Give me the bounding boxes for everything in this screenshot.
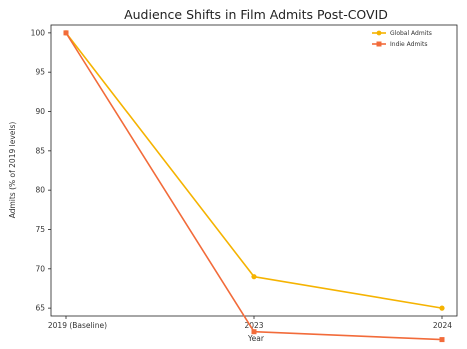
- y-tick-label: 65: [35, 304, 45, 313]
- x-axis: 2019 (Baseline) 2023 2024: [48, 316, 452, 330]
- legend-marker: [376, 41, 382, 47]
- y-tick-label: 70: [35, 264, 45, 273]
- series-layer: [63, 30, 445, 343]
- legend-marker: [376, 30, 382, 36]
- y-tick-label: 80: [35, 186, 45, 195]
- x-tick-label: 2023: [244, 321, 263, 330]
- data-point: [439, 305, 445, 311]
- legend: Global Admits Indie Admits: [372, 30, 432, 48]
- x-tick-label: 2019 (Baseline): [48, 321, 107, 330]
- data-point: [439, 337, 445, 343]
- y-tick-label: 90: [35, 107, 45, 116]
- y-tick-label: 100: [31, 28, 46, 37]
- y-tick-label: 85: [35, 146, 45, 155]
- y-tick-label: 95: [35, 68, 45, 77]
- y-axis: 65 70 75 80 85 90 95 100: [31, 28, 51, 313]
- chart-title: Audience Shifts in Film Admits Post-COVI…: [124, 7, 388, 22]
- y-tick-label: 75: [35, 225, 45, 234]
- data-point: [251, 274, 257, 280]
- data-point: [251, 329, 257, 335]
- legend-label: Indie Admits: [390, 41, 427, 48]
- legend-label: Global Admits: [390, 30, 432, 37]
- x-axis-label: Year: [247, 334, 265, 343]
- x-tick-label: 2024: [433, 321, 452, 330]
- y-axis-label: Admits (% of 2019 levels): [8, 122, 17, 219]
- data-point: [63, 30, 69, 36]
